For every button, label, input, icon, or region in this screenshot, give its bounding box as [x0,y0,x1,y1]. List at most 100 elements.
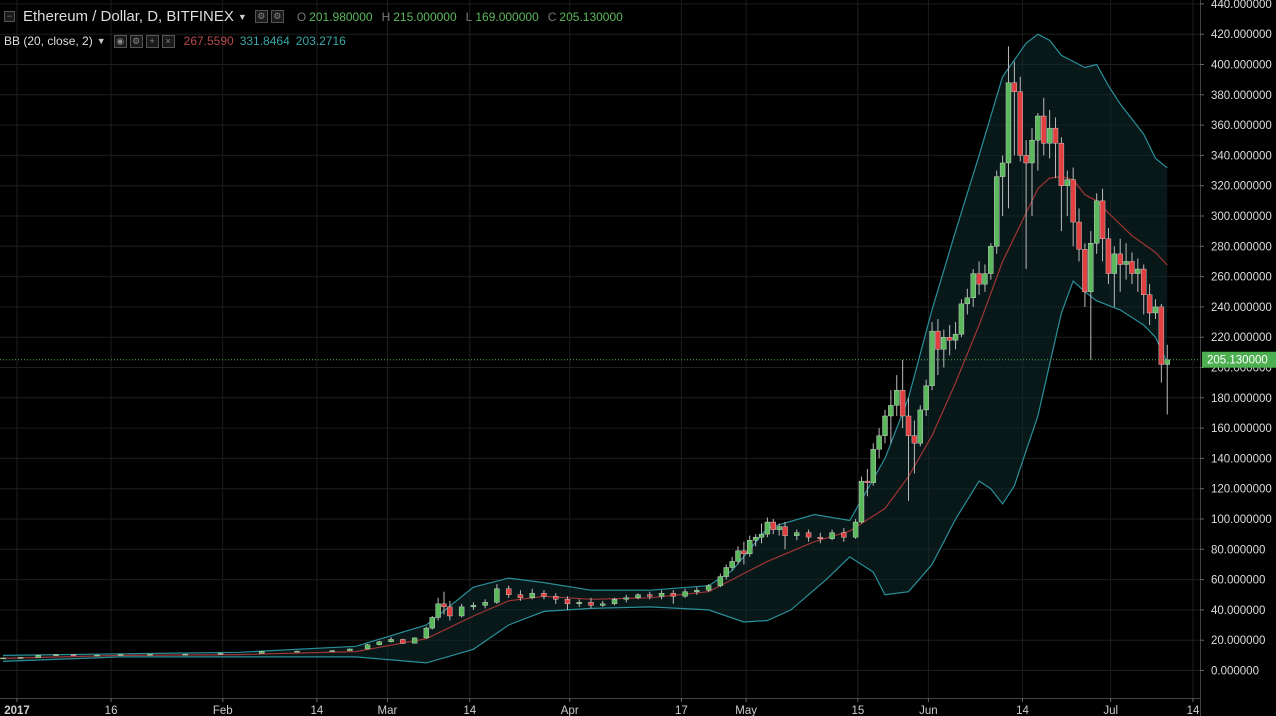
candle [1088,231,1094,360]
time-tick-label: 17 [675,705,688,716]
candle-body [400,639,406,644]
candle [658,590,665,600]
candle-body [1041,115,1047,144]
price-tick-label: 420.000000 [1211,29,1272,41]
candle-body [929,330,935,386]
ohlc-key: L [465,9,473,24]
candle [876,428,882,459]
candle-body [1070,179,1076,223]
ohlc-key: O [296,9,307,24]
candle-body [717,576,724,586]
candle [717,573,724,588]
candle-body [376,641,383,645]
candle [758,523,765,544]
candle [1070,167,1076,247]
candle [976,261,982,295]
candle [705,584,712,592]
candle-body [1111,253,1118,274]
more-icon[interactable]: + [145,34,159,48]
last-price-badge [1202,351,1276,368]
time-tick-label: 15 [851,705,864,716]
close-icon[interactable]: × [161,34,175,48]
candle [329,650,335,652]
ohlc-value: 215.000000 [393,9,457,24]
candle-body [741,550,747,555]
collapse-icon[interactable]: − [4,11,15,22]
candle [1152,299,1159,320]
time-tick-label: Jul [1103,705,1118,716]
candle [1135,258,1141,292]
time-tick-label: 16 [105,705,118,716]
candle [764,517,771,538]
price-tick-label: 40.000000 [1211,605,1265,617]
ohlc-key: H [381,9,391,24]
eye-icon[interactable]: ◉ [113,34,127,48]
candle-body [1105,238,1112,274]
candle-body [588,602,594,606]
chevron-down-icon[interactable]: ▼ [237,11,247,22]
candle-body [941,337,947,350]
candle [729,556,735,571]
candle [529,588,535,600]
chevron-down-icon[interactable]: ▼ [96,36,106,46]
candle [882,409,888,444]
ohlc-key: C [547,9,557,24]
candle [517,590,524,601]
candle [1041,97,1047,156]
candle [670,590,677,604]
candle-body [1117,253,1123,265]
price-tick-label: 380.000000 [1211,90,1272,102]
candle [805,529,812,542]
candle-body [670,593,677,597]
candle-body [423,627,430,639]
candle [447,600,453,621]
candle [635,593,641,600]
candle [1111,246,1118,307]
time-tick-label: 14 [1187,705,1200,716]
candle-body [294,650,300,653]
candle-body [388,639,394,642]
candle-body [147,654,153,656]
candle-body [576,602,582,605]
bb-fill [3,34,1168,663]
candle-body [752,536,759,541]
symbol-title[interactable]: Ethereum / Dollar, D, BITFINEX [23,8,234,25]
candle [988,243,994,280]
format-icon[interactable]: ⚙ [270,10,284,23]
candle-body [541,593,547,597]
candle [53,653,59,656]
candle [1023,140,1029,270]
candle [817,532,824,544]
candle [864,469,871,497]
candle-body [870,449,876,483]
candle [858,476,865,524]
candle-body [1035,115,1041,141]
candle-body [1082,249,1088,292]
candle-body [494,588,500,603]
candle-body [864,480,871,483]
candle-body [182,653,188,656]
candle [946,325,953,356]
indicator-value: 331.8464 [239,34,290,48]
candle-body [441,603,447,608]
candle-body [770,521,776,530]
candle-body [829,532,835,539]
candle-body [600,603,606,606]
candle [999,155,1006,216]
indicator-title[interactable]: BB (20, close, 2) [4,34,93,48]
candle [411,637,418,644]
symbol-header: − Ethereum / Dollar, D, BITFINEX ▼ ⚙ ⚙ O… [4,8,632,25]
time-axis[interactable]: 2017 16 Feb 14 Mar 14 Apr 17 May 15 Jun 14 Jul 14 [0,698,1200,716]
price-tick-label: 220.000000 [1211,332,1272,344]
candle-body [923,385,929,411]
candle [147,653,153,656]
price-tick-label: 60.000000 [1211,575,1265,587]
candle-body [735,550,741,562]
settings-icon[interactable]: ⚙ [129,34,143,48]
candle [1076,208,1082,262]
settings-icon[interactable]: ⚙ [254,10,268,23]
time-tick-label: Feb [213,705,233,716]
candle [347,648,353,651]
candle [623,594,629,603]
